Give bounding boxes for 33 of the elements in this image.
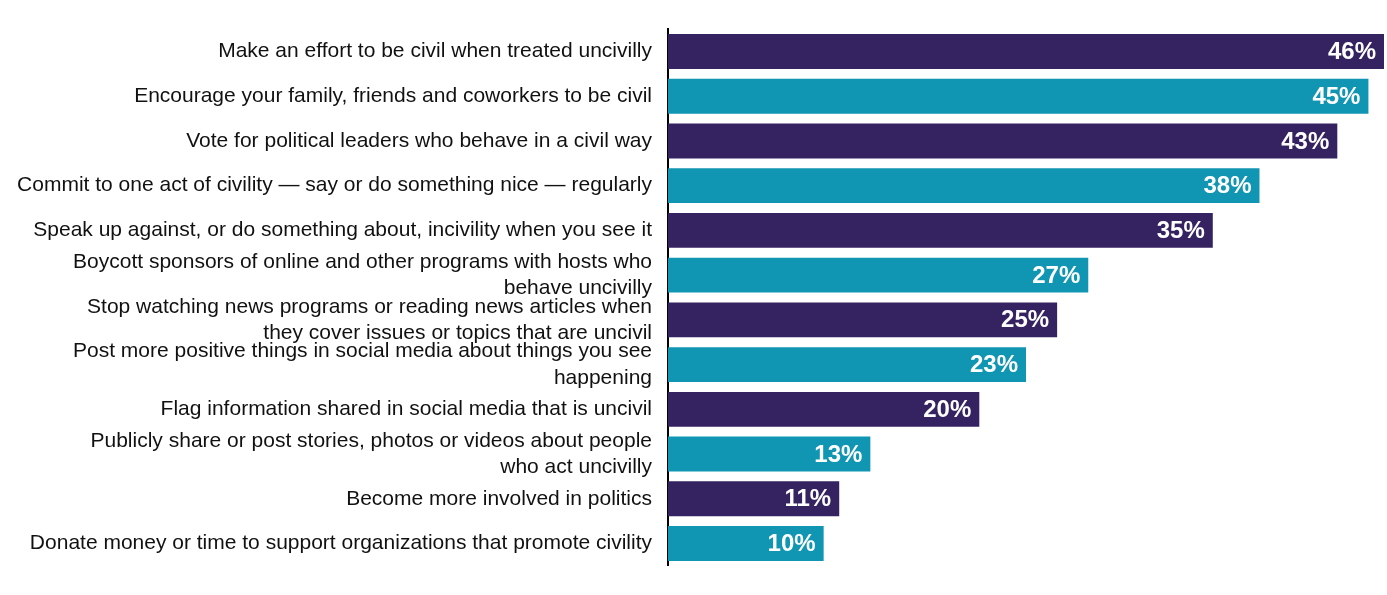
y-tick-label: Donate money or time to support organizations that promote civility [29, 530, 653, 554]
bar [668, 436, 871, 472]
bar [668, 481, 840, 517]
y-tick-label: Speak up against, or do something about, incivility when you see it [33, 217, 653, 241]
data-label: 13% [814, 439, 863, 467]
data-label: 43% [1281, 126, 1330, 154]
y-tick-label: Publicly share or post stories, photos or videos about people who act uncivilly [90, 427, 653, 477]
data-label: 11% [784, 484, 832, 512]
data-label: 35% [1156, 216, 1205, 244]
bar [668, 34, 1384, 69]
data-label: 25% [1001, 305, 1050, 333]
y-tick-label: Vote for political leaders who behave in a civil way [186, 127, 653, 151]
bar [668, 391, 980, 427]
bar [668, 257, 1089, 293]
bar [668, 526, 824, 561]
data-label: 27% [1032, 260, 1081, 288]
data-label: 23% [969, 350, 1018, 378]
y-tick-label: Commit to one act of civility — say or do something nice — regularly [17, 172, 653, 196]
bar [668, 212, 1213, 248]
y-tick-label: Make an effort to be civil when treated uncivilly [218, 38, 653, 62]
data-label: 20% [923, 394, 972, 422]
y-tick-label: Become more involved in politics [346, 485, 652, 509]
bar [668, 302, 1058, 338]
bar [668, 347, 1026, 383]
bar [668, 78, 1369, 114]
bar [668, 123, 1338, 159]
data-label: 38% [1203, 171, 1252, 199]
data-label: 46% [1327, 37, 1376, 65]
data-label: 10% [767, 529, 816, 557]
data-label: 45% [1312, 81, 1361, 109]
y-tick-label: Encourage your family, friends and coworkers to be civil [134, 83, 652, 107]
bar [668, 168, 1260, 204]
y-tick-label: Flag information shared in social media that is uncivil [160, 396, 652, 420]
